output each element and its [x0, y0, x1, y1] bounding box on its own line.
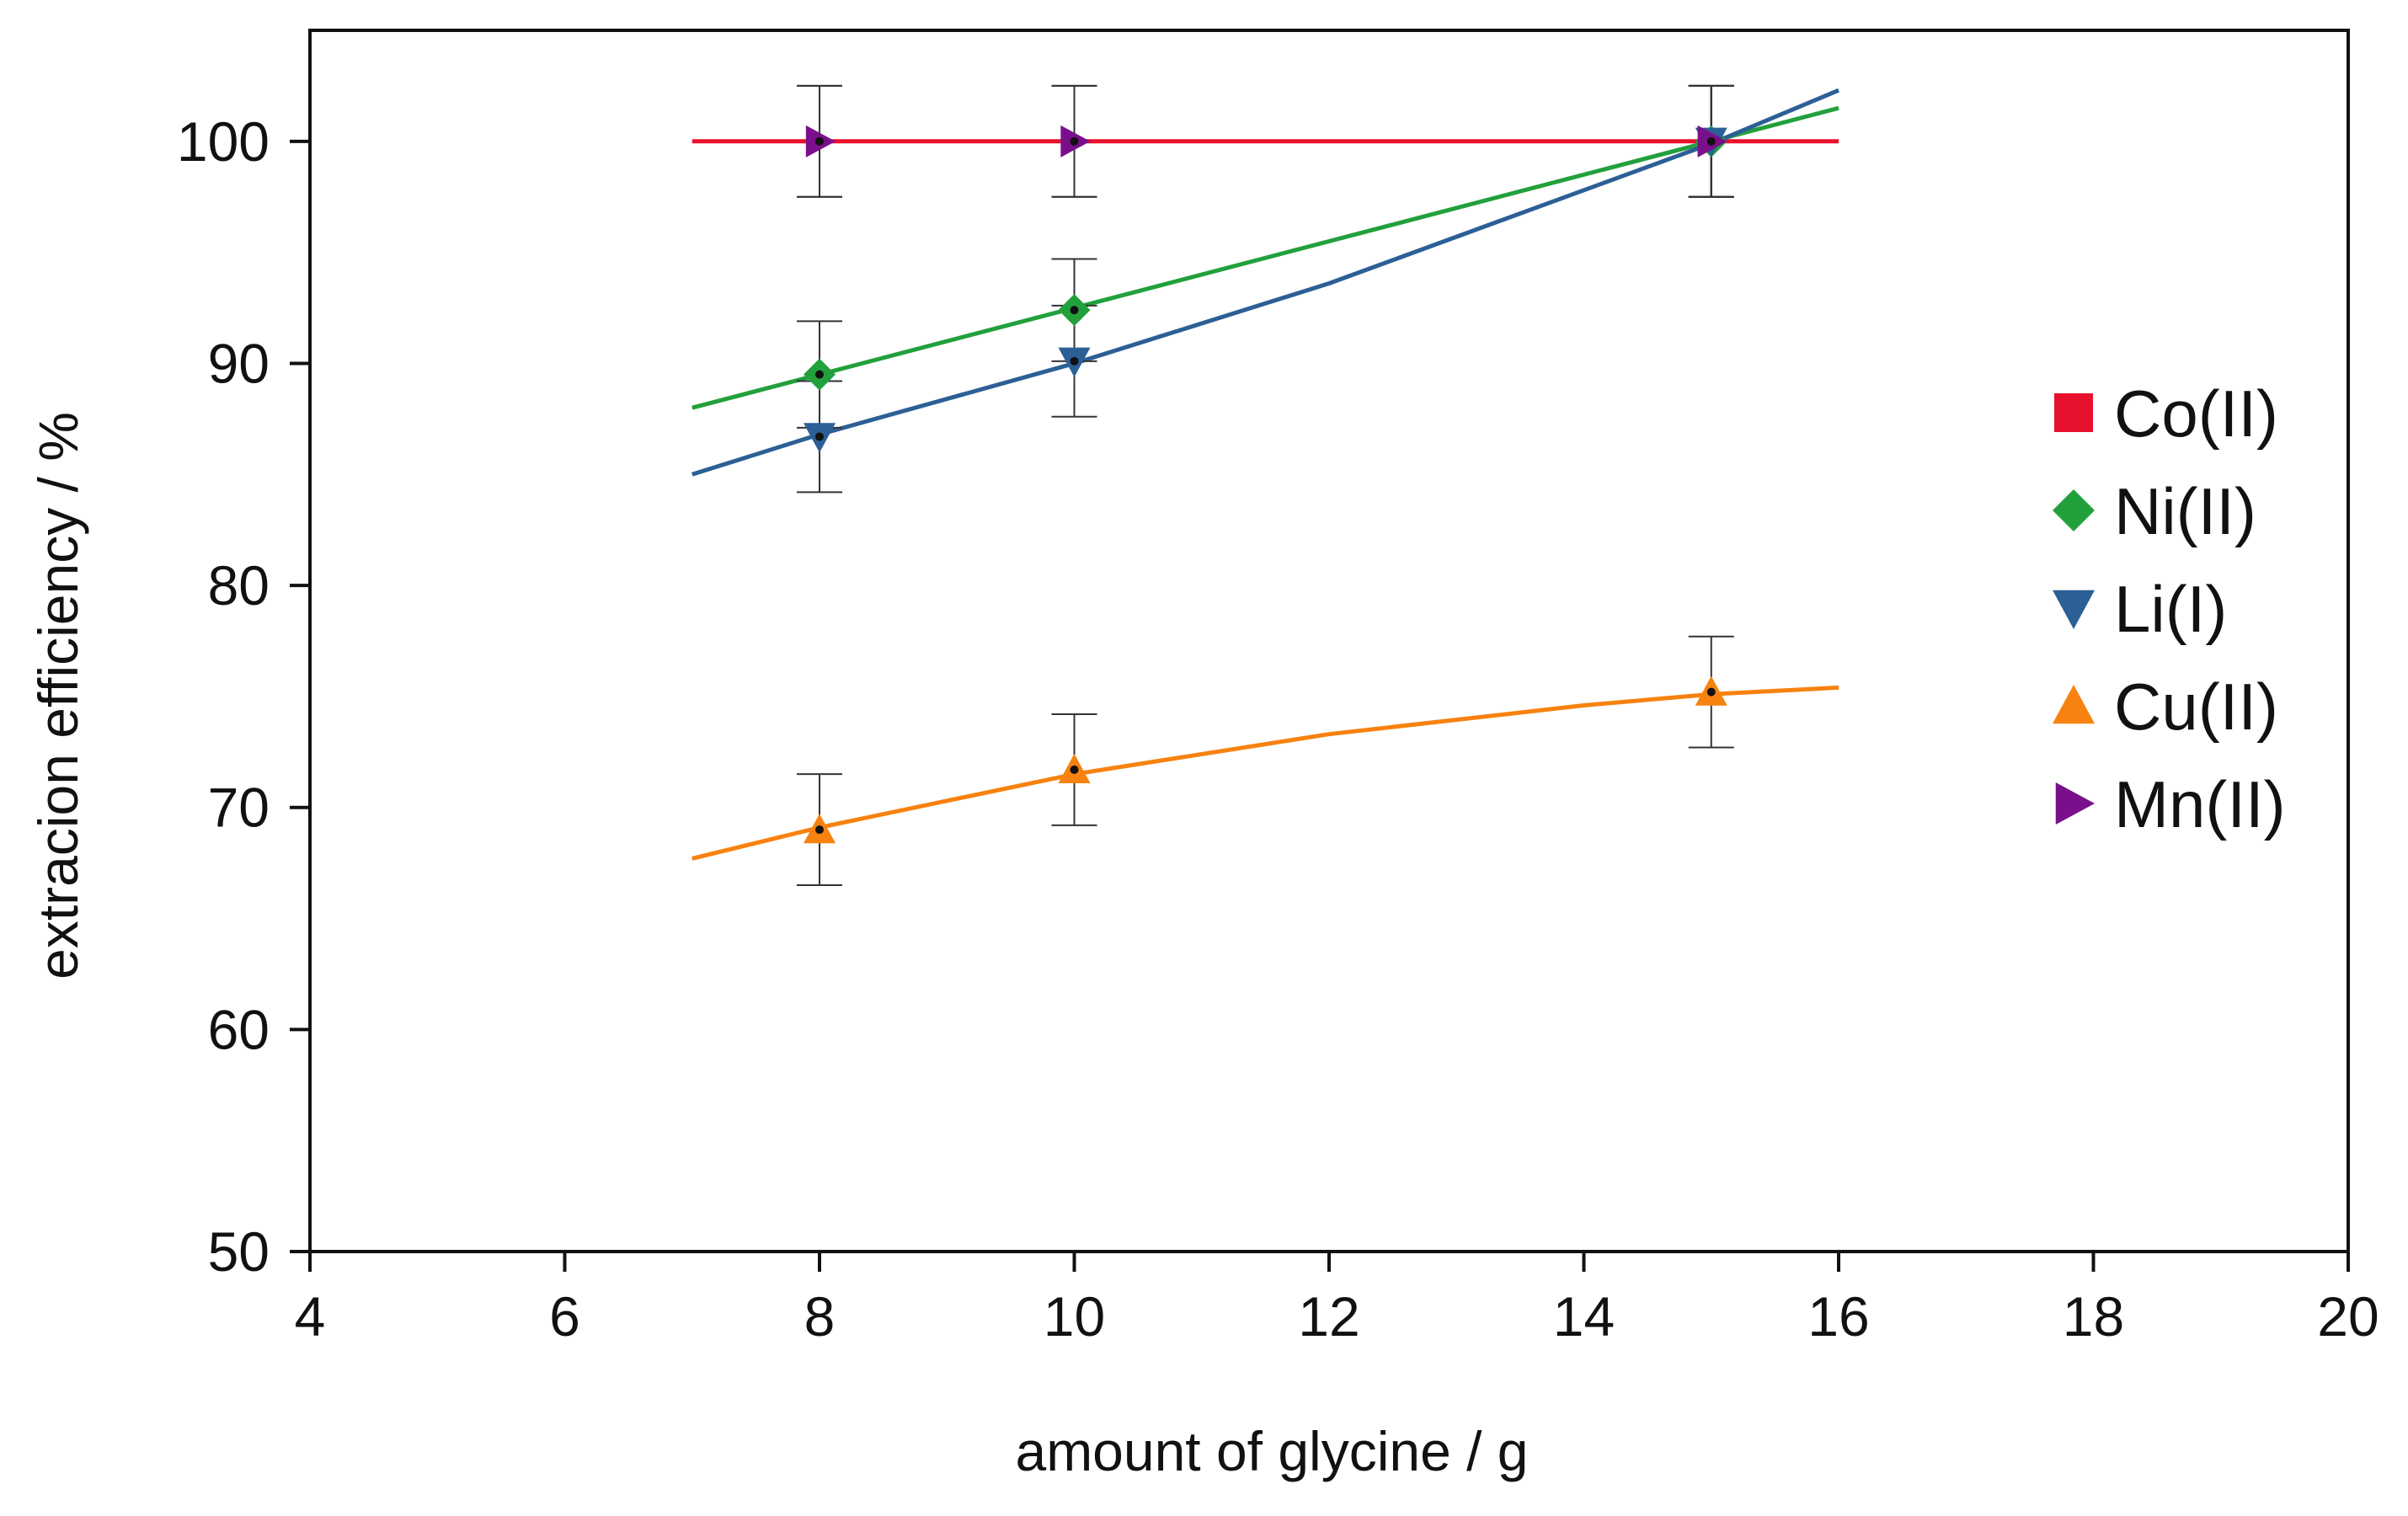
legend-item: Mn(II)	[2055, 767, 2286, 841]
data-point-center	[815, 825, 824, 835]
plot-area	[691, 84, 1839, 886]
fit-line-Cu(II)	[691, 685, 1839, 861]
x-tick-label: 6	[549, 1285, 580, 1348]
x-tick-label: 12	[1298, 1285, 1359, 1348]
x-tick-label: 8	[804, 1285, 836, 1348]
legend-item: Li(I)	[2053, 572, 2227, 646]
legend-label: Ni(II)	[2114, 474, 2256, 548]
legend-marker-Mn(II)	[2055, 782, 2095, 825]
x-tick-label: 4	[295, 1285, 326, 1348]
x-axis-title: amount of glycine / g	[1015, 1420, 1528, 1482]
legend-item: Ni(II)	[2053, 474, 2256, 548]
legend-marker-Cu(II)	[2053, 685, 2095, 724]
legend-label: Cu(II)	[2114, 670, 2278, 744]
data-point-center	[1070, 136, 1079, 146]
y-tick-label: 80	[208, 554, 270, 617]
y-axis-title: extracion efficiency / %	[27, 412, 89, 980]
legend-marker-Li(I)	[2053, 590, 2095, 629]
legend-item: Co(II)	[2054, 376, 2278, 451]
fit-line-Li(I)	[691, 88, 1839, 477]
axes: 4 6 8 10 12 14 16 18 20 50 60 70 80 90 100	[177, 110, 2379, 1348]
y-tick-label: 100	[177, 110, 270, 173]
x-tick-label: 20	[2317, 1285, 2379, 1348]
data-point-center	[1706, 136, 1716, 146]
y-tick-label: 90	[208, 332, 270, 394]
data-point-center	[1070, 765, 1079, 774]
plot-frame	[308, 29, 2350, 1253]
legend-item: Cu(II)	[2053, 670, 2278, 744]
legend-label: Li(I)	[2114, 572, 2227, 646]
x-tick-label: 16	[1807, 1285, 1869, 1348]
x-tick-label: 14	[1553, 1285, 1615, 1348]
data-point-center	[815, 370, 824, 379]
y-tick-label: 70	[208, 777, 270, 839]
fit-line-Ni(II)	[691, 105, 1839, 410]
data-point-center	[1070, 356, 1079, 366]
legend-marker-Ni(II)	[2053, 489, 2095, 531]
legend: Co(II) Ni(II) Li(I) Cu(II) Mn(II)	[2053, 376, 2286, 841]
data-point-center	[815, 432, 824, 441]
data-point-center	[1706, 687, 1716, 697]
y-tick-label: 60	[208, 998, 270, 1060]
legend-label: Co(II)	[2114, 376, 2278, 451]
data-point-center	[815, 136, 824, 146]
legend-label: Mn(II)	[2114, 767, 2286, 841]
y-tick-label: 50	[208, 1220, 270, 1283]
legend-marker-Co(II)	[2054, 393, 2093, 432]
data-point-center	[1070, 306, 1079, 315]
x-tick-label: 18	[2063, 1285, 2124, 1348]
x-tick-label: 10	[1044, 1285, 1105, 1348]
